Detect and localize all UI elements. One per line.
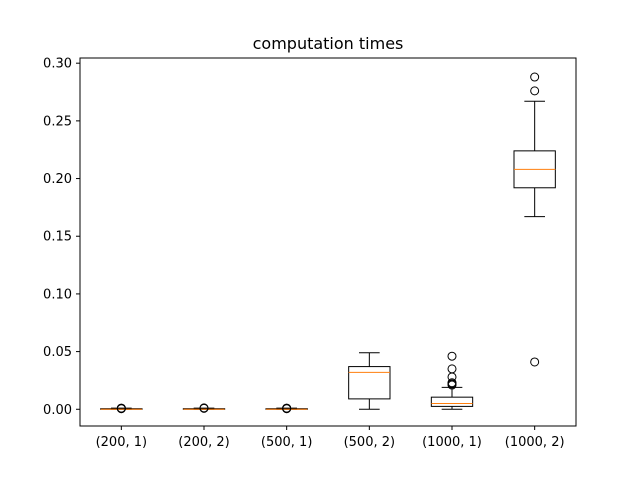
y-tick-label: 0.20 — [43, 172, 72, 187]
outlier-point — [116, 403, 126, 413]
y-tick-label: 0.00 — [43, 403, 72, 418]
y-tick-label: 0.30 — [43, 57, 72, 72]
box-group-4 — [348, 352, 391, 410]
box-group-6 — [513, 72, 556, 367]
outlier-point — [447, 364, 457, 374]
y-tick-label: 0.05 — [43, 345, 72, 360]
y-tick-label: 0.15 — [43, 230, 72, 245]
box-group-1 — [100, 403, 143, 414]
x-tick-label: (200, 2) — [178, 435, 230, 450]
outlier-point — [447, 351, 457, 361]
y-tick-label: 0.25 — [43, 114, 72, 129]
box-iqr — [348, 366, 391, 400]
box-group-2 — [182, 403, 226, 413]
axes-frame — [79, 57, 577, 427]
x-tick-label: (500, 1) — [261, 435, 313, 450]
box-group-5 — [430, 351, 474, 410]
box-group-3 — [265, 403, 308, 414]
x-tick-label: (1000, 2) — [505, 435, 565, 450]
box-iqr — [430, 396, 474, 407]
chart-title: computation times — [253, 34, 404, 53]
x-tick-label: (200, 1) — [96, 435, 148, 450]
outlier-point — [282, 403, 292, 413]
outlier-point — [447, 378, 457, 388]
outlier-point — [530, 357, 540, 367]
x-tick-label: (1000, 1) — [422, 435, 482, 450]
x-tick-label: (500, 2) — [344, 435, 396, 450]
outlier-point — [530, 86, 540, 96]
outlier-point — [530, 72, 540, 82]
y-tick-label: 0.10 — [43, 287, 72, 302]
outlier-point — [199, 403, 209, 413]
